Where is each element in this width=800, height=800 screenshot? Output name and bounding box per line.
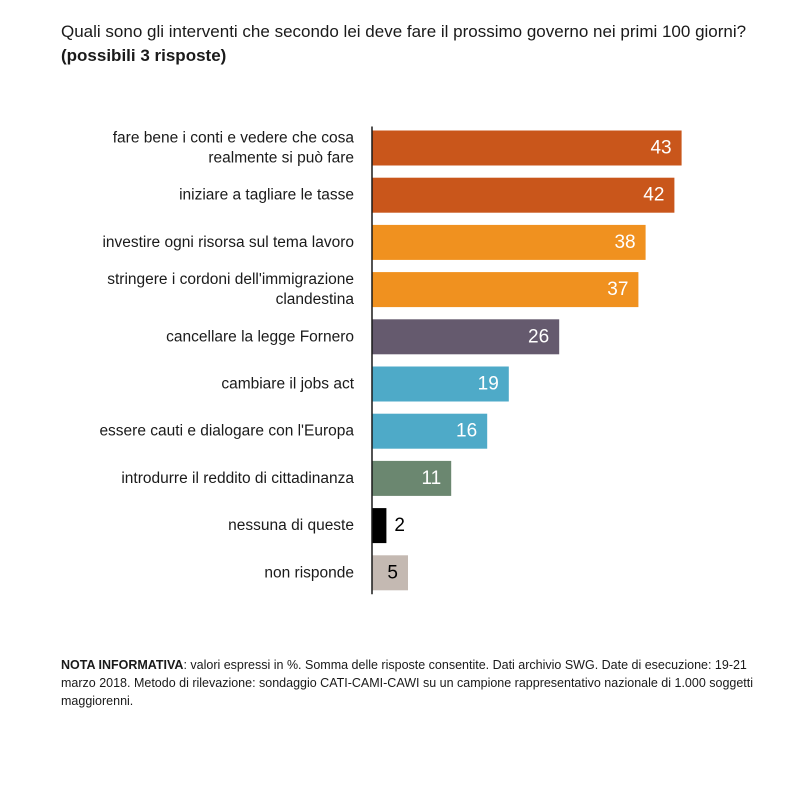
bar-2	[372, 177, 675, 213]
bar-4	[372, 272, 639, 308]
value-label-9: 2	[394, 515, 405, 536]
category-label-1-line-2: realmente si può fare	[208, 150, 354, 167]
chart-qualifier: (possibili 3 risposte)	[61, 46, 227, 65]
category-label-9: nessuna di queste	[228, 517, 354, 534]
chart-question: Quali sono gli interventi che secondo le…	[61, 22, 747, 41]
value-label-4: 37	[607, 279, 628, 300]
category-label-10: non risponde	[264, 564, 354, 581]
value-label-5: 26	[528, 326, 549, 347]
note-label: NOTA INFORMATIVA	[61, 658, 184, 672]
bar-3	[372, 224, 646, 260]
bars-group	[372, 130, 682, 591]
bar-10	[372, 555, 408, 591]
value-label-3: 38	[614, 232, 635, 253]
bar-1	[372, 130, 682, 166]
methodology-note: NOTA INFORMATIVA: valori espressi in %. …	[61, 656, 781, 710]
bar-6	[372, 366, 509, 402]
value-label-7: 16	[456, 421, 477, 442]
bar-5	[372, 319, 560, 355]
category-label-3: investire ogni risorsa sul tema lavoro	[102, 234, 354, 251]
category-label-4-line-2: clandestina	[276, 291, 355, 308]
category-label-8: introdurre il reddito di cittadinanza	[121, 470, 354, 487]
value-label-10: 5	[387, 562, 398, 583]
bar-9	[372, 508, 387, 544]
value-label-1: 43	[650, 138, 671, 159]
category-label-1-line-1: fare bene i conti e vedere che cosa	[113, 130, 355, 147]
bar-7	[372, 413, 488, 449]
category-label-4-line-1: stringere i cordoni dell'immigrazione	[107, 271, 354, 288]
category-label-2: iniziare a tagliare le tasse	[179, 187, 354, 204]
category-labels-group: fare bene i conti e vedere che cosa realm…	[99, 130, 354, 582]
value-label-8: 11	[421, 468, 441, 489]
value-label-6: 19	[478, 374, 499, 395]
value-labels-group: 43 42 38 37 26 19 16 11 2 5	[387, 138, 671, 584]
category-label-5: cancellare la legge Fornero	[166, 328, 354, 345]
chart-title: Quali sono gli interventi che secondo le…	[61, 20, 781, 68]
value-label-2: 42	[643, 185, 664, 206]
category-label-6: cambiare il jobs act	[221, 376, 354, 393]
bar-8	[372, 460, 452, 496]
note-text: : valori espressi in %. Somma delle risp…	[61, 658, 754, 708]
category-label-7: essere cauti e dialogare con l'Europa	[99, 423, 354, 440]
